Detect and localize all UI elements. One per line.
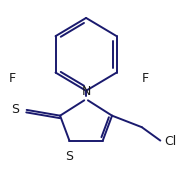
- Text: S: S: [65, 150, 73, 163]
- Text: N: N: [81, 85, 91, 98]
- Text: F: F: [142, 72, 149, 85]
- Text: F: F: [8, 72, 16, 85]
- Text: Cl: Cl: [164, 135, 176, 148]
- Text: S: S: [11, 103, 19, 116]
